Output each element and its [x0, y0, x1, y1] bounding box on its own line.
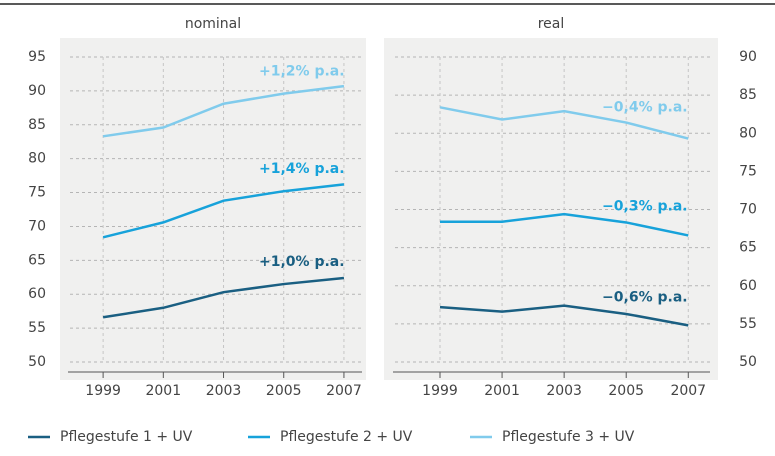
series-line: [439, 304, 689, 327]
series-line: [102, 276, 345, 319]
annotation: +1,4% p.a.: [259, 161, 345, 177]
x-tick-label: 2001: [484, 383, 520, 399]
panel-title: real: [538, 16, 565, 32]
y-tick-label: 70: [28, 218, 46, 234]
y-tick-label: 65: [28, 252, 46, 268]
x-tick-label: 2001: [145, 383, 181, 399]
y-tick-label: 50: [739, 354, 757, 370]
x-tick-label: 2005: [608, 383, 644, 399]
y-tick-label: 75: [739, 163, 757, 179]
annotation: −0,3% p.a.: [602, 198, 688, 214]
annotation: +1,2% p.a.: [259, 63, 345, 79]
y-tick-label: 70: [739, 202, 757, 218]
panel-title: nominal: [185, 16, 241, 32]
annotation: −0,6% p.a.: [602, 289, 688, 305]
x-tick-label: 1999: [422, 383, 458, 399]
y-tick-label: 55: [739, 316, 757, 332]
x-tick-label: 2003: [206, 383, 242, 399]
legend-label: Pflegestufe 2 + UV: [280, 429, 413, 445]
series-line: [439, 106, 689, 140]
series-line: [102, 84, 345, 138]
y-tick-label: 75: [28, 185, 46, 201]
y-tick-label: 60: [28, 286, 46, 302]
annotation: +1,0% p.a.: [259, 254, 345, 270]
y-tick-label: 90: [739, 49, 757, 65]
y-tick-label: 55: [28, 320, 46, 336]
y-tick-label: 65: [739, 240, 757, 256]
y-tick-label: 90: [28, 83, 46, 99]
x-tick-label: 2003: [546, 383, 582, 399]
series-line: [440, 212, 689, 237]
y-tick-label: 80: [28, 151, 46, 167]
y-tick-label: 85: [28, 117, 46, 133]
y-tick-label: 50: [28, 354, 46, 370]
x-tick-label: 1999: [85, 383, 121, 399]
y-tick-label: 60: [739, 278, 757, 294]
legend-label: Pflegestufe 1 + UV: [60, 429, 193, 445]
annotation: −0,4% p.a.: [602, 99, 688, 115]
x-tick-label: 2005: [266, 383, 302, 399]
y-tick-label: 95: [28, 49, 46, 65]
x-tick-label: 2007: [326, 383, 362, 399]
series-line: [102, 183, 345, 239]
legend-label: Pflegestufe 3 + UV: [502, 429, 635, 445]
panel-background: [60, 38, 366, 380]
y-tick-label: 80: [739, 125, 757, 141]
x-tick-label: 2007: [670, 383, 706, 399]
y-tick-label: 85: [739, 87, 757, 103]
